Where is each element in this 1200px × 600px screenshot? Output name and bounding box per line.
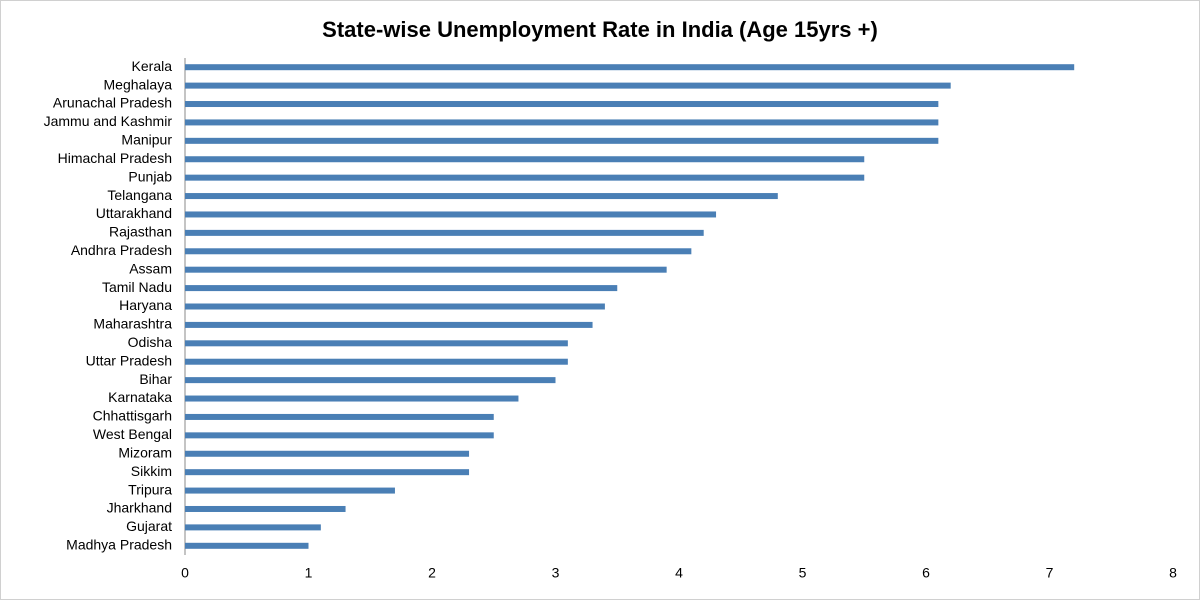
y-tick-label: Assam	[129, 260, 172, 276]
y-tick-label: Odisha	[128, 334, 173, 350]
x-tick-label: 2	[428, 565, 436, 581]
x-tick-label: 5	[799, 565, 807, 581]
y-tick-label: Chhattisgarh	[93, 408, 172, 424]
x-tick-label: 6	[922, 565, 930, 581]
y-tick-label: Karnataka	[108, 389, 172, 405]
bar	[185, 321, 593, 328]
bar	[185, 64, 1075, 71]
bar	[185, 340, 568, 347]
bar	[185, 450, 470, 457]
bar	[185, 487, 395, 494]
bar	[185, 395, 519, 402]
y-tick-label: Madhya Pradesh	[66, 536, 172, 552]
bar	[185, 303, 605, 310]
x-tick-label: 0	[181, 565, 189, 581]
y-tick-label: Kerala	[132, 58, 173, 74]
bar	[185, 174, 865, 181]
bar	[185, 211, 717, 218]
bar	[185, 229, 704, 236]
x-tick-label: 1	[305, 565, 313, 581]
y-tick-label: Jharkhand	[107, 500, 172, 516]
y-tick-label: Meghalaya	[104, 76, 173, 92]
y-tick-label: Rajasthan	[109, 224, 172, 240]
y-tick-label: Uttarakhand	[96, 205, 172, 221]
bar	[185, 156, 865, 163]
bar	[185, 524, 321, 531]
y-tick-label: Uttar Pradesh	[86, 352, 172, 368]
bar	[185, 137, 939, 144]
bar	[185, 266, 667, 273]
x-tick-label: 7	[1046, 565, 1054, 581]
bar	[185, 432, 494, 439]
y-tick-label: Manipur	[121, 132, 172, 148]
bar	[185, 505, 346, 512]
bar	[185, 119, 939, 126]
bar	[185, 101, 939, 108]
bar	[185, 193, 778, 200]
bar	[185, 82, 951, 89]
y-tick-label: Telangana	[107, 187, 172, 203]
bar	[185, 248, 692, 255]
y-tick-label: Jammu and Kashmir	[44, 113, 173, 129]
y-tick-label: Andhra Pradesh	[71, 242, 172, 258]
bar	[185, 285, 618, 292]
y-tick-label: West Bengal	[93, 426, 172, 442]
y-tick-label: Bihar	[139, 371, 172, 387]
y-tick-label: Himachal Pradesh	[58, 150, 172, 166]
y-tick-label: Tripura	[128, 481, 172, 497]
y-tick-label: Sikkim	[131, 463, 172, 479]
x-tick-label: 8	[1169, 565, 1177, 581]
x-tick-label: 3	[552, 565, 560, 581]
chart-title: State-wise Unemployment Rate in India (A…	[322, 17, 878, 42]
y-tick-label: Punjab	[128, 168, 172, 184]
y-tick-label: Mizoram	[118, 444, 172, 460]
y-tick-label: Haryana	[119, 297, 172, 313]
bar	[185, 413, 494, 420]
y-tick-label: Gujarat	[126, 518, 172, 534]
y-tick-label: Arunachal Pradesh	[53, 95, 172, 111]
bar	[185, 469, 470, 476]
bar	[185, 377, 556, 384]
x-tick-label: 4	[675, 565, 683, 581]
bar	[185, 358, 568, 365]
y-tick-label: Maharashtra	[93, 316, 172, 332]
y-tick-label: Tamil Nadu	[102, 279, 172, 295]
bar	[185, 542, 309, 549]
